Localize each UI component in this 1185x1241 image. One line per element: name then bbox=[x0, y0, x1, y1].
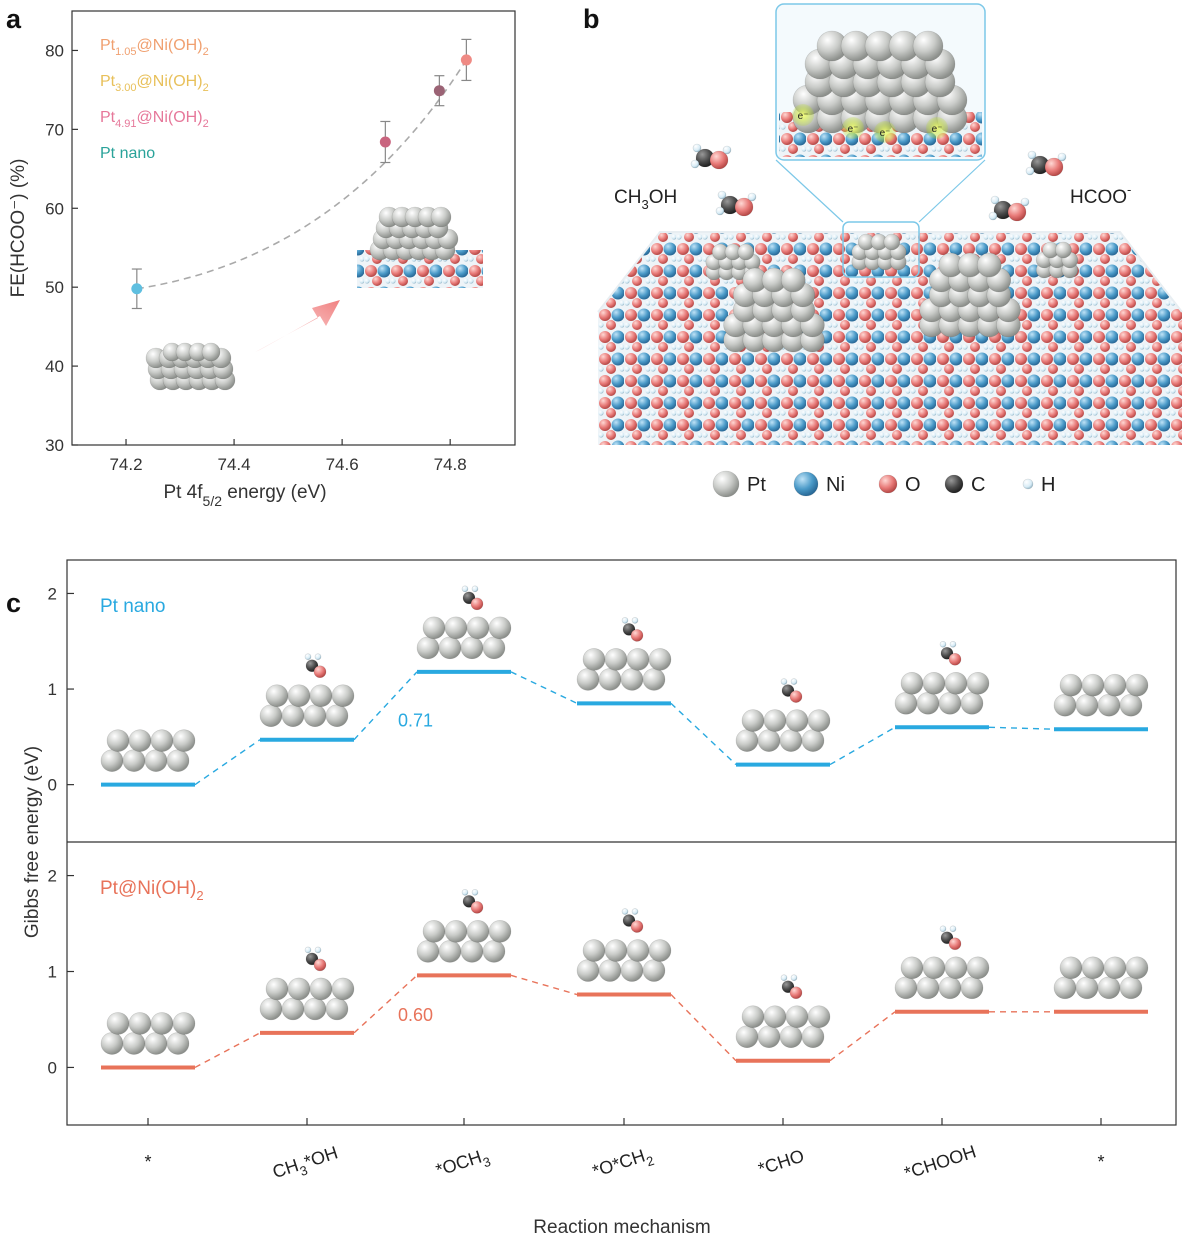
panel-a-points bbox=[131, 38, 472, 310]
y-tick-label: 60 bbox=[45, 199, 64, 218]
category-label: CH3*OH bbox=[270, 1142, 342, 1187]
panel-c-y-label: Gibbs free energy (eV) bbox=[22, 746, 43, 938]
connector-line bbox=[829, 1011, 896, 1062]
atom-legend-label: C bbox=[971, 474, 985, 496]
legend-atom-c-icon bbox=[944, 474, 964, 494]
ch3oh-label: CH3OH bbox=[614, 187, 677, 212]
series-name-label: Pt nano bbox=[100, 596, 166, 617]
connector-line bbox=[829, 726, 896, 766]
pt-clusters-graphic bbox=[705, 233, 1079, 353]
y-tick-label: 1 bbox=[48, 680, 57, 699]
connector-line bbox=[194, 1032, 261, 1069]
panel-a-legend: Pt1.05@Ni(OH)2 Pt3.00@Ni(OH)2 Pt4.91@Ni(OH… bbox=[100, 37, 209, 162]
category-label: *O*CH2 bbox=[590, 1143, 656, 1186]
legend-atom-pt-icon bbox=[712, 470, 740, 498]
x-tick-label: 74.8 bbox=[434, 455, 467, 474]
category-label: *OCH3 bbox=[433, 1144, 492, 1185]
x-tick-label: 74.2 bbox=[109, 455, 142, 474]
atom-legend-label: Pt bbox=[747, 474, 766, 496]
atom-legend-label: H bbox=[1041, 474, 1055, 496]
y-tick-label: 30 bbox=[45, 436, 64, 455]
y-tick-label: 40 bbox=[45, 357, 64, 376]
panel-c-chart: 0 1 2 0 1 2 Pt nano 0.71 Pt@Ni(OH)2 0.60 * CH3*OH… bbox=[22, 559, 1177, 1238]
panel-letter-a: a bbox=[6, 4, 22, 34]
y-tick-label: 80 bbox=[45, 41, 64, 60]
legend-entry: Pt1.05@Ni(OH)2 bbox=[100, 37, 209, 58]
x-tick-label: 74.4 bbox=[218, 455, 251, 474]
panel-c-adsorbate-graphics bbox=[100, 585, 1149, 1055]
panel-c-category-labels: * CH3*OH *OCH3 *O*CH2 *CHO *CHOOH * bbox=[144, 1141, 1104, 1187]
zoom-inset: e⁻ e⁻ e⁻ e⁻ bbox=[775, 3, 986, 161]
atom-legend-label: O bbox=[905, 474, 921, 496]
data-point bbox=[433, 85, 445, 97]
legend-entry: Pt nano bbox=[100, 145, 155, 162]
panel-c-x-label: Reaction mechanism bbox=[533, 1217, 710, 1238]
y-tick-label: 70 bbox=[45, 120, 64, 139]
y-tick-label: 0 bbox=[48, 1058, 57, 1077]
data-point bbox=[131, 283, 143, 295]
electron-label: e⁻ bbox=[932, 124, 943, 135]
y-tick-label: 2 bbox=[48, 867, 57, 886]
panel-b-illustration: e⁻ e⁻ e⁻ e⁻ CH3OH HCOO- Pt Ni O C H bbox=[597, 3, 1183, 498]
connector-line bbox=[670, 702, 737, 766]
connector-line bbox=[353, 671, 418, 741]
y-tick-label: 50 bbox=[45, 278, 64, 297]
trend-line bbox=[136, 59, 468, 290]
category-label: * bbox=[144, 1152, 151, 1172]
legend-atom-h-icon bbox=[1022, 478, 1034, 490]
panel-a-trend-curve bbox=[136, 59, 468, 290]
panel-c-ticks: 0 1 2 0 1 2 bbox=[48, 584, 1102, 1125]
electron-label: e⁻ bbox=[880, 128, 891, 139]
y-tick-label: 2 bbox=[48, 584, 57, 603]
data-point bbox=[460, 54, 472, 66]
connector-line bbox=[510, 671, 578, 705]
connector-line bbox=[194, 739, 261, 786]
legend-entry: Pt4.91@Ni(OH)2 bbox=[100, 109, 209, 130]
electron-label: e⁻ bbox=[848, 124, 859, 135]
molecule-graphics bbox=[690, 143, 1067, 222]
connector-line bbox=[353, 974, 418, 1034]
connector-line bbox=[988, 726, 1055, 730]
panel-a-chart: 74.2 74.4 74.6 74.8 30 40 50 60 70 80 Pt1.05@Ni(O… bbox=[8, 10, 516, 509]
y-tick-label: 1 bbox=[48, 963, 57, 982]
connector-line bbox=[670, 994, 737, 1062]
panel-a-x-label: Pt 4f5/2 energy (eV) bbox=[163, 482, 326, 509]
data-point bbox=[379, 136, 391, 148]
panel-letter-b: b bbox=[583, 4, 600, 34]
connector-line bbox=[510, 974, 578, 996]
x-tick-label: 74.6 bbox=[326, 455, 359, 474]
legend-entry: Pt3.00@Ni(OH)2 bbox=[100, 73, 209, 94]
barrier-annotation: 0.60 bbox=[398, 1005, 433, 1025]
legend-atom-o-icon bbox=[878, 474, 898, 494]
panel-letter-c: c bbox=[6, 588, 21, 618]
y-tick-label: 0 bbox=[48, 776, 57, 795]
pt-on-nioh2-graphic bbox=[357, 206, 483, 288]
panel-a-ticks: 74.2 74.4 74.6 74.8 30 40 50 60 70 80 bbox=[45, 41, 467, 474]
zoom-source-box bbox=[842, 221, 920, 278]
series-name-label: Pt@Ni(OH)2 bbox=[100, 878, 204, 903]
pt-nano-cluster-graphic bbox=[145, 342, 236, 391]
atom-legend-label: Ni bbox=[826, 474, 845, 496]
electron-transfer-graphic: e⁻ e⁻ e⁻ e⁻ bbox=[792, 104, 948, 143]
panel-a-frame bbox=[71, 10, 516, 446]
panel-a-y-label: FE(HCOO⁻) (%) bbox=[8, 159, 29, 298]
barrier-annotation: 0.71 bbox=[398, 711, 433, 731]
legend-atom-ni-icon bbox=[793, 471, 819, 497]
category-label: *CHOOH bbox=[902, 1141, 979, 1183]
panel-b-atom-legend: Pt Ni O C H bbox=[712, 470, 1055, 498]
category-label: *CHO bbox=[756, 1146, 807, 1180]
category-label: * bbox=[1097, 1152, 1104, 1172]
arrow-graphic bbox=[255, 300, 340, 352]
hcoo-label: HCOO- bbox=[1070, 182, 1131, 208]
electron-label: e⁻ bbox=[798, 111, 809, 122]
panel-c-series: Pt nano 0.71 Pt@Ni(OH)2 0.60 bbox=[100, 596, 1148, 1070]
